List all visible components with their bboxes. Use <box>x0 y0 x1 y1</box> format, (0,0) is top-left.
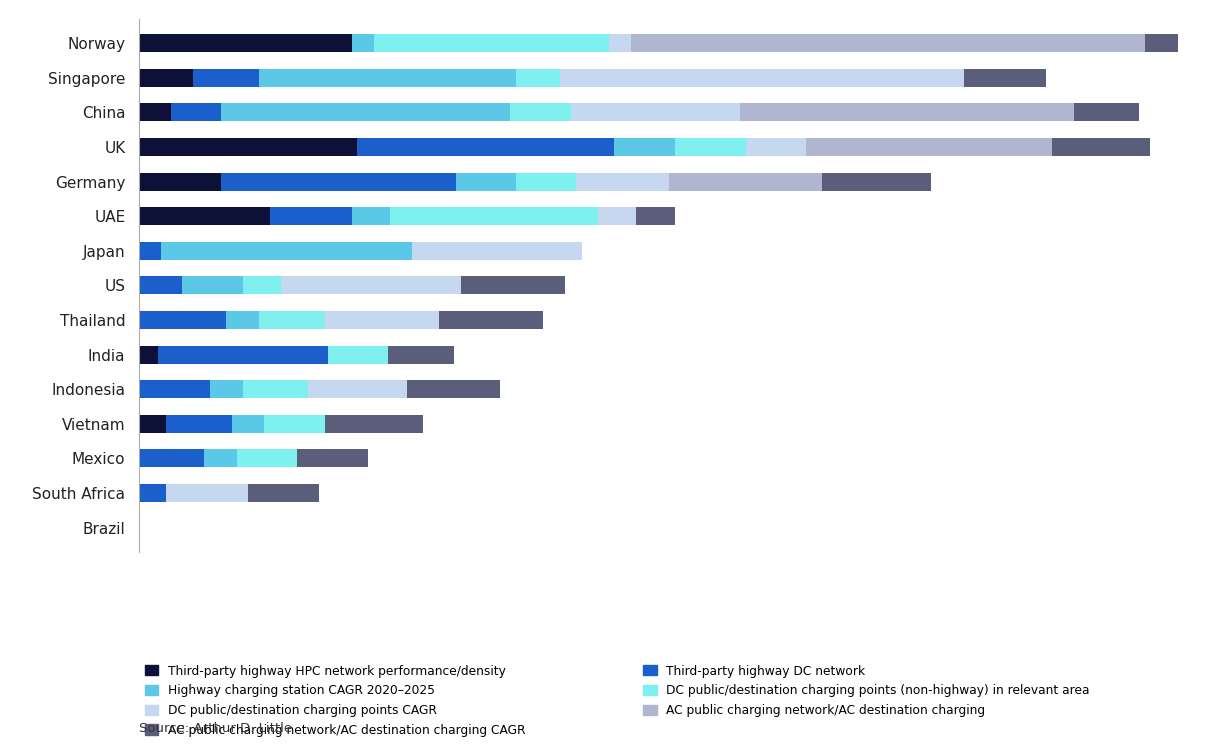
Bar <box>374 34 609 52</box>
Bar <box>669 172 822 191</box>
Bar <box>1144 34 1177 52</box>
Bar <box>281 277 461 294</box>
Bar <box>242 277 281 294</box>
Bar <box>139 104 171 122</box>
Bar <box>139 34 352 52</box>
Bar <box>614 138 674 156</box>
Bar <box>139 172 221 191</box>
Bar <box>139 138 357 156</box>
Bar <box>309 380 406 398</box>
Bar <box>822 172 931 191</box>
Bar <box>221 172 456 191</box>
Bar <box>1052 138 1151 156</box>
Bar <box>270 207 352 225</box>
Bar <box>248 484 320 502</box>
Bar <box>139 277 182 294</box>
Bar <box>193 69 259 87</box>
Bar <box>158 345 328 364</box>
Bar <box>570 104 740 122</box>
Bar <box>166 484 248 502</box>
Bar <box>232 415 264 433</box>
Bar <box>259 69 516 87</box>
Text: Source: Arthur D. Little: Source: Arthur D. Little <box>139 722 292 735</box>
Bar <box>352 34 374 52</box>
Bar <box>1073 104 1140 122</box>
Bar <box>139 69 193 87</box>
Bar <box>139 415 166 433</box>
Bar <box>806 138 1052 156</box>
Bar <box>139 207 270 225</box>
Bar <box>598 207 637 225</box>
Bar <box>171 104 221 122</box>
Bar <box>227 311 259 329</box>
Bar <box>204 449 238 467</box>
Bar <box>391 207 598 225</box>
Bar <box>166 415 232 433</box>
Bar <box>352 207 391 225</box>
Bar <box>510 104 570 122</box>
Bar <box>139 484 166 502</box>
Bar <box>210 380 242 398</box>
Bar <box>160 242 412 260</box>
Bar <box>324 311 439 329</box>
Bar <box>461 277 566 294</box>
Bar <box>297 449 368 467</box>
Bar <box>674 138 745 156</box>
Bar <box>328 345 388 364</box>
Bar <box>324 415 423 433</box>
Bar <box>139 345 158 364</box>
Bar <box>264 415 324 433</box>
Bar <box>516 172 576 191</box>
Bar <box>139 242 160 260</box>
Bar <box>357 138 614 156</box>
Bar <box>139 311 227 329</box>
Bar <box>439 311 543 329</box>
Bar <box>560 69 965 87</box>
Bar <box>609 34 631 52</box>
Bar <box>406 380 499 398</box>
Bar <box>965 69 1047 87</box>
Bar <box>221 104 510 122</box>
Bar <box>456 172 516 191</box>
Bar <box>745 138 806 156</box>
Bar <box>637 207 674 225</box>
Bar <box>139 380 210 398</box>
Bar <box>139 449 204 467</box>
Bar <box>516 69 560 87</box>
Bar <box>631 34 1144 52</box>
Bar <box>412 242 581 260</box>
Bar <box>238 449 297 467</box>
Bar <box>576 172 669 191</box>
Bar <box>740 104 1073 122</box>
Bar <box>242 380 309 398</box>
Bar <box>182 277 242 294</box>
Bar <box>388 345 453 364</box>
Bar <box>259 311 324 329</box>
Legend: Third-party highway DC network, DC public/destination charging points (non-highw: Third-party highway DC network, DC publi… <box>643 665 1090 717</box>
